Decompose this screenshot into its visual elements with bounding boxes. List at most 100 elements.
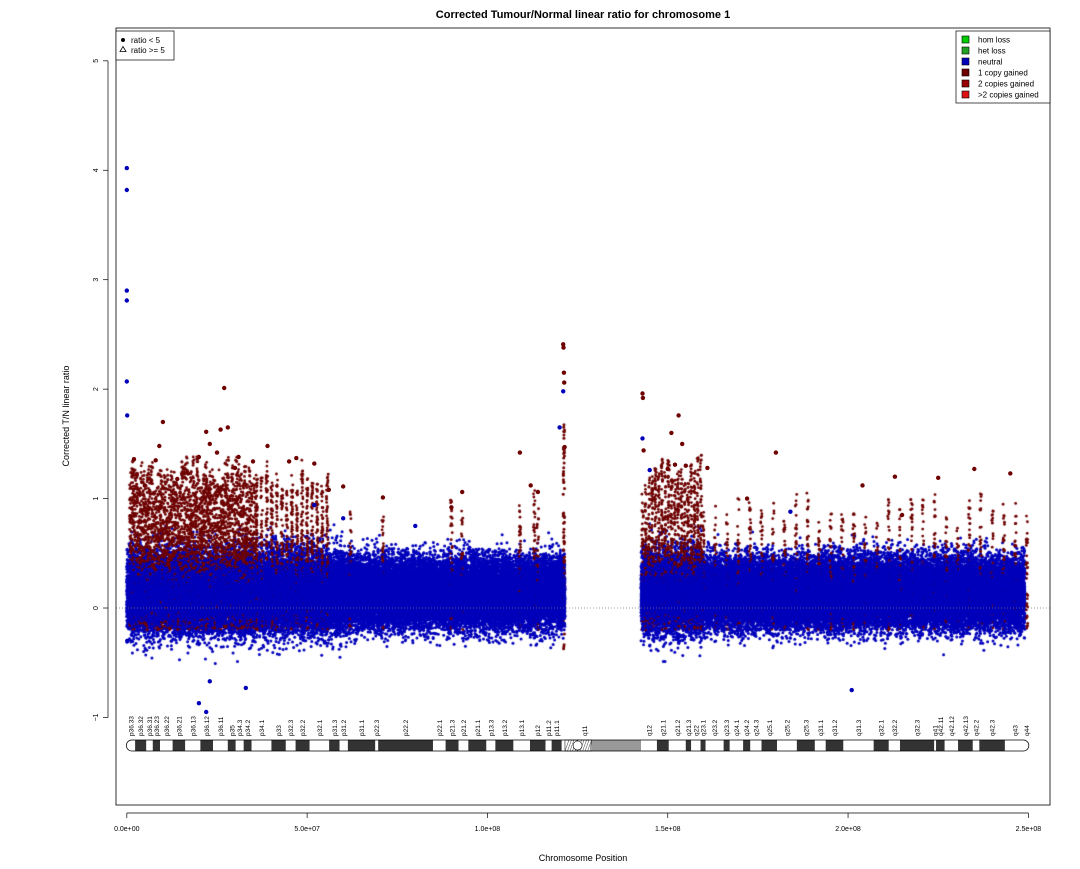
ideogram-band xyxy=(375,740,378,751)
data-point-1-copy-gained-44 xyxy=(745,496,749,500)
data-point-1-copy-gained-31 xyxy=(562,371,566,375)
ideogram-band-label: q42.2 xyxy=(974,719,981,736)
y-tick-label: 3 xyxy=(93,278,100,282)
ideogram-band xyxy=(1025,740,1029,751)
ideogram-band-label: q31.1 xyxy=(818,719,825,736)
data-point-1-copy-gained-38 xyxy=(669,431,673,435)
data-point-1-copy-gained-14 xyxy=(233,466,237,470)
data-point-neutral-14 xyxy=(561,389,565,393)
data-point-1-copy-gained-12 xyxy=(222,386,226,390)
ideogram-band xyxy=(750,740,761,751)
y-tick-label: 2 xyxy=(93,387,100,391)
data-point-1-copy-gained-23 xyxy=(381,495,385,499)
data-point-neutral-9 xyxy=(244,686,248,690)
data-point-1-copy-gained-39 xyxy=(673,463,677,467)
ideogram-band xyxy=(228,740,236,751)
legend-swatch xyxy=(962,91,969,98)
ideogram-band-label: p22.2 xyxy=(403,719,410,736)
data-point-1-copy-gained-30 xyxy=(561,345,565,349)
data-point-1-copy-gained-16 xyxy=(251,459,255,463)
ideogram-band xyxy=(724,740,730,751)
ideogram-band xyxy=(592,740,641,751)
ideogram-band-label: q24.2 xyxy=(744,719,751,736)
ideogram-band xyxy=(657,740,669,751)
ideogram-band-label: p36.12 xyxy=(204,716,211,736)
ideogram-band-label: q21.2 xyxy=(675,719,682,736)
data-point-1-copy-gained-7 xyxy=(197,455,201,459)
ideogram-band-label: p31.3 xyxy=(332,719,339,736)
ideogram-band-label: p34.2 xyxy=(245,719,252,736)
ideogram-band-label: q42.11 xyxy=(938,716,945,736)
ideogram-band-label: q21.1 xyxy=(660,719,667,736)
ideogram-band xyxy=(641,740,657,751)
ideogram-band xyxy=(562,740,565,751)
x-tick-label: 2.0e+08 xyxy=(835,826,861,833)
data-point-neutral-5 xyxy=(125,413,129,417)
ideogram-band xyxy=(213,740,228,751)
ideogram-band xyxy=(973,740,979,751)
shape-legend-label: ratio >= 5 xyxy=(131,46,165,55)
y-axis-label: Corrected T/N linear ratio xyxy=(61,366,71,467)
ideogram-band xyxy=(446,740,459,751)
data-point-1-copy-gained-24 xyxy=(449,505,453,509)
data-point-1-copy-gained-46 xyxy=(860,483,864,487)
legend-label: neutral xyxy=(978,58,1003,67)
data-point-1-copy-gained-4 xyxy=(161,420,165,424)
ideogram-band-label: p36.23 xyxy=(154,716,161,736)
y-tick-label: −1 xyxy=(93,713,100,721)
data-point-neutral-19 xyxy=(413,524,417,528)
data-point-1-copy-gained-5 xyxy=(175,477,179,481)
ideogram-band-label: p31.2 xyxy=(341,719,348,736)
ideogram-band-label: p36.33 xyxy=(129,716,136,736)
legend-swatch xyxy=(962,36,969,43)
ideogram-band-label: q32.1 xyxy=(879,719,886,736)
scatter-density-canvas xyxy=(116,28,1050,805)
ideogram-band xyxy=(706,740,724,751)
ideogram-band xyxy=(797,740,815,751)
ideogram-band-label: p11.2 xyxy=(546,720,553,736)
legend-swatch xyxy=(962,47,969,54)
ideogram-band-label: q25.2 xyxy=(784,719,791,736)
ideogram-band-label: q32.2 xyxy=(892,719,899,736)
ideogram-band xyxy=(433,740,446,751)
data-point-1-copy-gained-37 xyxy=(666,467,670,471)
ideogram-band xyxy=(340,740,348,751)
ideogram-band-label: p21.3 xyxy=(450,719,457,736)
ideogram-band-label: q32.3 xyxy=(915,719,922,736)
data-point-1-copy-gained-8 xyxy=(204,430,208,434)
ideogram-band xyxy=(743,740,750,751)
legend-swatch xyxy=(962,69,969,76)
data-point-neutral-6 xyxy=(197,701,201,705)
x-tick-label: 1.5e+08 xyxy=(655,826,681,833)
data-point-1-copy-gained-10 xyxy=(215,450,219,454)
ideogram-band xyxy=(146,740,152,751)
ideogram-band-label: p32.2 xyxy=(300,719,307,736)
ideogram-band-label: q24.1 xyxy=(734,719,741,736)
ideogram-band-label: p13.2 xyxy=(502,719,509,736)
ideogram-band-label: p13.1 xyxy=(519,719,526,736)
data-point-1-copy-gained-41 xyxy=(680,442,684,446)
ideogram-band xyxy=(252,740,272,751)
data-point-1-copy-gained-28 xyxy=(536,490,540,494)
ideogram-band-label: p34.1 xyxy=(259,719,266,736)
data-point-1-copy-gained-25 xyxy=(460,490,464,494)
ideogram-band-label: p32.3 xyxy=(288,719,295,736)
ideogram-band-label: p32.1 xyxy=(317,719,324,736)
x-tick-label: 5.0e+07 xyxy=(294,826,320,833)
data-point-1-copy-gained-34 xyxy=(640,391,644,395)
ideogram-band-label: p34.3 xyxy=(237,719,244,736)
ideogram-band-label: p31.1 xyxy=(359,719,366,736)
data-point-1-copy-gained-15 xyxy=(236,455,240,459)
ideogram-band xyxy=(329,740,339,751)
data-point-1-copy-gained-42 xyxy=(684,464,688,468)
x-tick-label: 0.0e+00 xyxy=(114,826,140,833)
ideogram-band-label: q31.3 xyxy=(856,719,863,736)
ideogram-band xyxy=(669,740,686,751)
ideogram-band-label: q31.2 xyxy=(832,719,839,736)
ideogram-band xyxy=(271,740,285,751)
data-point-1-copy-gained-48 xyxy=(936,476,940,480)
ideogram-band-label: p13.3 xyxy=(488,719,495,736)
x-axis-label: Chromosome Position xyxy=(539,853,628,863)
